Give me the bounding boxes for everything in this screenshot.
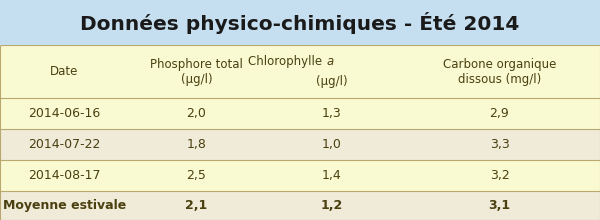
Text: Données physico-chimiques - Été 2014: Données physico-chimiques - Été 2014 <box>80 11 520 33</box>
Bar <box>0 129 600 160</box>
Text: 3,2: 3,2 <box>490 169 509 182</box>
Bar <box>0 191 600 220</box>
Text: 1,0: 1,0 <box>322 138 341 151</box>
Text: 3,1: 3,1 <box>488 199 511 212</box>
Text: 1,4: 1,4 <box>322 169 341 182</box>
Text: 2014-08-17: 2014-08-17 <box>28 169 101 182</box>
Text: 2,0: 2,0 <box>187 107 206 120</box>
Text: Phosphore total
(μg/l): Phosphore total (μg/l) <box>150 58 243 86</box>
Text: 2,9: 2,9 <box>490 107 509 120</box>
Text: Carbone organique
dissous (mg/l): Carbone organique dissous (mg/l) <box>443 58 556 86</box>
Text: 1,3: 1,3 <box>322 107 341 120</box>
Text: 2014-06-16: 2014-06-16 <box>28 107 101 120</box>
Text: 2014-07-22: 2014-07-22 <box>28 138 101 151</box>
Text: (μg/l): (μg/l) <box>316 75 347 88</box>
Text: Date: Date <box>50 65 79 78</box>
Text: 3,3: 3,3 <box>490 138 509 151</box>
Text: 1,8: 1,8 <box>187 138 206 151</box>
Text: 1,2: 1,2 <box>320 199 343 212</box>
Text: 2,5: 2,5 <box>187 169 206 182</box>
Text: 2,1: 2,1 <box>185 199 208 212</box>
Text: a: a <box>326 55 334 68</box>
Text: Chlorophylle: Chlorophylle <box>248 55 325 68</box>
Text: Moyenne estivale: Moyenne estivale <box>3 199 126 212</box>
